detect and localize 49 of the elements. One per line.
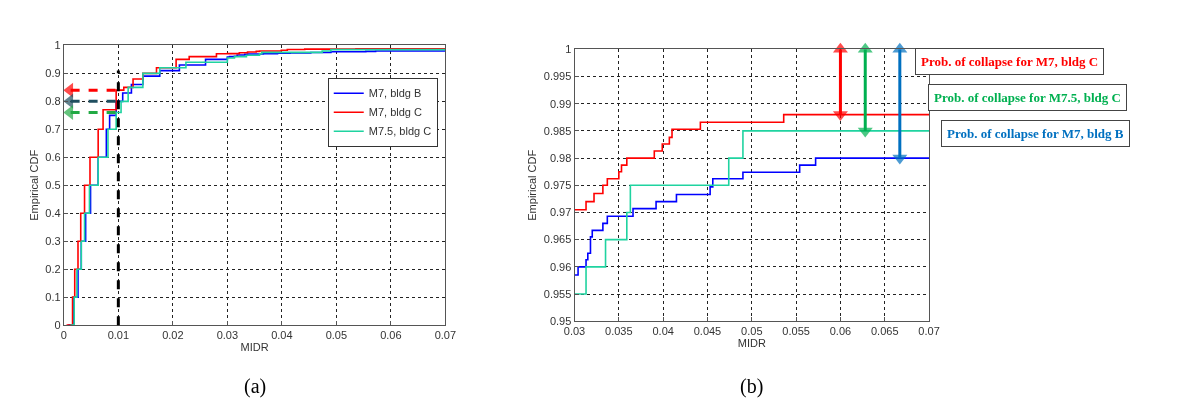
y-tick-label: 0.4 bbox=[45, 207, 61, 220]
annotation: Prob. of collapse for M7, bldg C bbox=[921, 54, 1099, 69]
y-tick-label: 0.975 bbox=[543, 179, 572, 192]
legend-label: M7, bldg B bbox=[368, 87, 422, 100]
y-tick-label: 0.96 bbox=[549, 260, 572, 273]
y-tick-label: 0.2 bbox=[45, 263, 61, 276]
x-tick-label: 0.06 bbox=[829, 325, 852, 338]
y-tick-label: 0.5 bbox=[45, 179, 61, 192]
y-tick-label: 1 bbox=[565, 43, 572, 56]
y-tick-label: 0.985 bbox=[543, 124, 572, 137]
x-tick-label: 0.055 bbox=[782, 325, 810, 338]
y-tick-label: 0.97 bbox=[549, 206, 572, 219]
x-tick-label: 0.045 bbox=[693, 325, 722, 338]
y-axis-title: Empirical CDF bbox=[27, 149, 40, 221]
y-tick-label: 0.9 bbox=[45, 67, 61, 80]
x-tick-label: 0.065 bbox=[870, 325, 899, 338]
legend-label: M7, bldg C bbox=[368, 106, 422, 119]
x-tick-label: 0.035 bbox=[605, 325, 633, 338]
x-axis-title: MIDR bbox=[737, 337, 766, 350]
y-tick-label: 0.955 bbox=[543, 287, 572, 300]
x-tick-label: 0.03 bbox=[216, 329, 239, 342]
x-tick-label: 0.05 bbox=[741, 325, 763, 338]
x-tick-label: 0.05 bbox=[325, 329, 348, 342]
y-tick-label: 0.8 bbox=[45, 95, 61, 108]
x-tick-label: 0.07 bbox=[918, 325, 940, 338]
x-tick-label: 0.03 bbox=[563, 325, 586, 338]
y-tick-label: 0.7 bbox=[45, 123, 61, 136]
y-tick-label: 0.965 bbox=[543, 233, 572, 246]
x-tick-label: 0.07 bbox=[434, 329, 457, 342]
x-tick-label: 0.01 bbox=[107, 329, 130, 342]
y-tick-label: 0.995 bbox=[543, 70, 572, 83]
y-tick-label: 0.99 bbox=[549, 97, 572, 110]
x-tick-label: 0.06 bbox=[380, 329, 402, 342]
y-tick-label: 1 bbox=[54, 39, 61, 52]
x-tick-label: 0.04 bbox=[271, 329, 293, 342]
text: (b) bbox=[740, 375, 764, 398]
y-tick-label: 0.1 bbox=[45, 291, 61, 304]
x-axis-title: MIDR bbox=[240, 340, 269, 353]
y-axis-title: Empirical CDF bbox=[526, 149, 539, 221]
x-tick-label: 0.04 bbox=[652, 325, 674, 338]
text: Prob. of collapse for M7, bldg B bbox=[947, 126, 1124, 141]
text: Prob. of collapse for M7.5, bldg C bbox=[934, 90, 1121, 105]
y-tick-label: 0.98 bbox=[549, 151, 572, 164]
y-tick-label: 0.6 bbox=[45, 151, 61, 164]
y-tick-label: 0.3 bbox=[45, 235, 61, 248]
text: (a) bbox=[244, 375, 267, 398]
y-tick-label: 0.95 bbox=[549, 315, 572, 328]
x-tick-label: 0.02 bbox=[162, 329, 184, 342]
legend-label: M7.5, bldg C bbox=[368, 125, 432, 138]
